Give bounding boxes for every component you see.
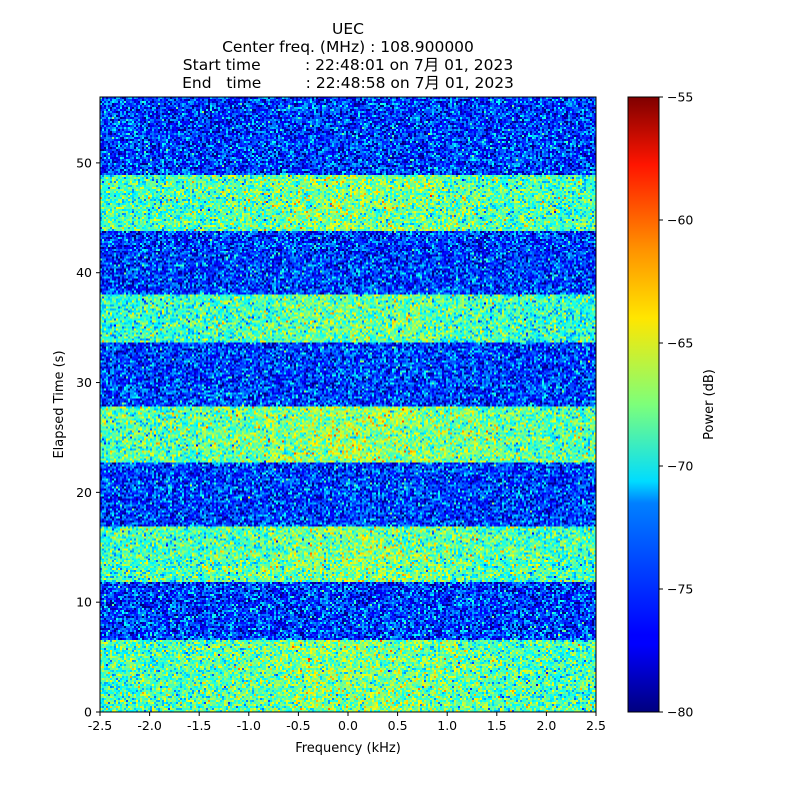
- x-tick-label: 2.0: [536, 718, 556, 733]
- x-axis-label: Frequency (kHz): [295, 741, 401, 756]
- x-tick-label: -1.5: [187, 718, 211, 733]
- title-line-1: UEC: [332, 20, 364, 38]
- chart-title: UEC Center freq. (MHz) : 108.900000 Star…: [100, 20, 596, 92]
- x-tick-label: -1.0: [237, 718, 261, 733]
- colorbar-ticks: −80 −75 −70 −65 −60 −55: [659, 90, 693, 720]
- x-tick-label: 1.0: [437, 718, 457, 733]
- x-tick-label: 2.5: [586, 718, 606, 733]
- y-tick-label: 0: [84, 705, 92, 720]
- title-line-4: End time : 22:48:58 on 7月 01, 2023: [182, 74, 514, 92]
- x-tick-label: 1.5: [487, 718, 507, 733]
- y-axis: 0 10 20 30 40 50: [76, 155, 100, 720]
- y-tick-label: 10: [76, 595, 92, 610]
- colorbar: −80 −75 −70 −65 −60 −55 Power (dB): [627, 90, 717, 720]
- colorbar-frame: [627, 96, 660, 713]
- spectrogram-heatmap: [100, 97, 596, 712]
- colorbar-tick-label: −80: [667, 705, 693, 720]
- x-axis: -2.5 -2.0 -1.5 -1.0 -0.5 0.0 0.5 1.0 1.5 2.0 2.5: [88, 712, 606, 733]
- x-tick-label: 0.5: [388, 718, 408, 733]
- colorbar-tick-label: −60: [667, 213, 693, 228]
- x-tick-label: -0.5: [286, 718, 310, 733]
- colorbar-tick-label: −55: [667, 90, 693, 105]
- y-tick-label: 50: [76, 155, 92, 170]
- x-tick-label: -2.0: [137, 718, 161, 733]
- title-line-2: Center freq. (MHz) : 108.900000: [222, 38, 474, 56]
- colorbar-tick-label: −65: [667, 336, 693, 351]
- y-tick-label: 30: [76, 375, 92, 390]
- x-tick-label: 0.0: [338, 718, 358, 733]
- title-line-3: Start time : 22:48:01 on 7月 01, 2023: [182, 56, 514, 74]
- plot-area: [99, 96, 597, 713]
- x-tick-label: -2.5: [88, 718, 112, 733]
- colorbar-tick-label: −70: [667, 459, 693, 474]
- y-tick-label: 40: [76, 265, 92, 280]
- colorbar-gradient: [628, 97, 659, 712]
- y-axis-label: Elapsed Time (s): [52, 350, 67, 458]
- colorbar-label: Power (dB): [702, 369, 717, 440]
- colorbar-tick-label: −75: [667, 582, 693, 597]
- y-tick-label: 20: [76, 485, 92, 500]
